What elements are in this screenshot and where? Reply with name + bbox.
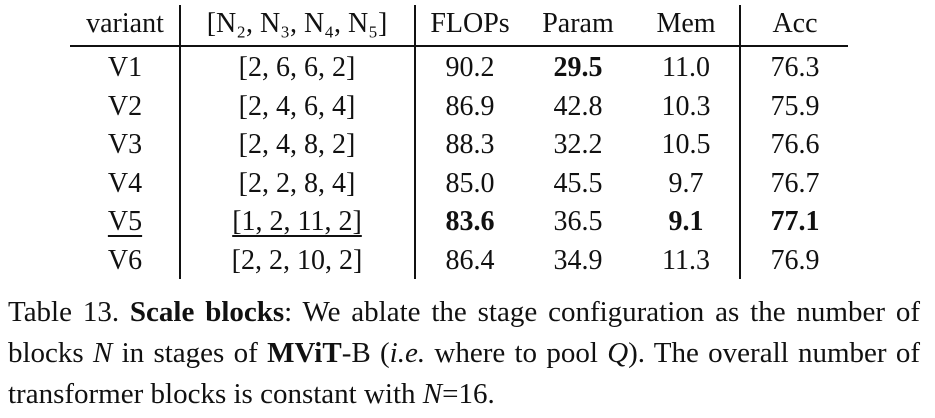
table-cell: 42.8 bbox=[553, 90, 603, 122]
table-cell: 10.3 bbox=[661, 90, 711, 122]
table-cell: 29.5 bbox=[553, 52, 603, 83]
table-cell: 76.7 bbox=[770, 167, 820, 199]
rule bbox=[179, 5, 181, 279]
table-cell: V5 bbox=[107, 206, 143, 237]
header-cell: variant bbox=[86, 8, 164, 39]
caption-text: ). The overall number of transformer blo… bbox=[8, 337, 920, 410]
table-cell: [2, 2, 10, 2] bbox=[231, 244, 363, 276]
header-cell: [N₂, N₃, N₄, N₅] bbox=[206, 8, 388, 39]
table-cell: [2, 4, 6, 4] bbox=[238, 90, 356, 122]
table-cell: [2, 6, 6, 2] bbox=[238, 52, 356, 83]
header-cell: FLOPs bbox=[430, 8, 510, 39]
table-cell: 9.1 bbox=[668, 206, 704, 237]
caption-text: i.e. bbox=[389, 337, 426, 369]
caption-text: N bbox=[93, 337, 113, 369]
table-cell: 90.2 bbox=[445, 52, 495, 83]
caption-text: where to pool bbox=[425, 337, 608, 369]
table-cell: 34.9 bbox=[553, 244, 603, 276]
caption-text: Q bbox=[607, 337, 629, 369]
caption-text: N bbox=[422, 378, 443, 410]
header-cell: Mem bbox=[656, 8, 716, 39]
table-cell: 85.0 bbox=[445, 167, 495, 199]
caption-text: Table 13. bbox=[8, 296, 130, 328]
table-cell: [2, 2, 8, 4] bbox=[238, 167, 356, 199]
caption-text: Scale blocks bbox=[129, 296, 285, 328]
caption-text: =16. bbox=[442, 378, 495, 410]
table-cell: 32.2 bbox=[553, 129, 603, 160]
table-cell: 9.7 bbox=[668, 167, 704, 199]
table-cell: 76.9 bbox=[770, 244, 820, 276]
header-cell: Acc bbox=[772, 8, 818, 39]
table-cell: V3 bbox=[107, 129, 143, 160]
table-cell: 83.6 bbox=[445, 206, 495, 237]
table-cell: 10.5 bbox=[661, 129, 711, 160]
caption: Table 13. Scale blocks: We ablate the st… bbox=[8, 292, 920, 415]
caption-text: in stages of bbox=[112, 337, 268, 369]
caption-text: MViT bbox=[267, 337, 342, 369]
table-cell: 86.9 bbox=[445, 90, 495, 122]
table-cell: V4 bbox=[107, 167, 143, 199]
table-cell: V2 bbox=[107, 90, 143, 122]
table-cell: 77.1 bbox=[770, 206, 820, 237]
table-cell: 76.6 bbox=[770, 129, 820, 160]
table-cell: 11.3 bbox=[662, 244, 710, 276]
table-cell: [2, 4, 8, 2] bbox=[238, 129, 356, 160]
table-cell: V6 bbox=[107, 244, 143, 276]
caption-text: -B ( bbox=[341, 337, 390, 369]
header-cell: Param bbox=[542, 8, 614, 39]
table-cell: 45.5 bbox=[553, 167, 603, 199]
caption-text: : We ablate the stage configuration as t… bbox=[8, 296, 920, 369]
rule bbox=[70, 45, 848, 47]
table-cell: 36.5 bbox=[553, 206, 603, 237]
table-cell: 86.4 bbox=[445, 244, 495, 276]
table-cell: 75.9 bbox=[770, 90, 820, 122]
table-cell: V1 bbox=[107, 52, 143, 83]
table-cell: [1, 2, 11, 2] bbox=[232, 206, 362, 237]
table-cell: 88.3 bbox=[445, 129, 495, 160]
rule bbox=[739, 5, 741, 279]
rule bbox=[414, 5, 416, 279]
table-cell: 11.0 bbox=[662, 52, 710, 83]
table-cell: 76.3 bbox=[770, 52, 820, 83]
